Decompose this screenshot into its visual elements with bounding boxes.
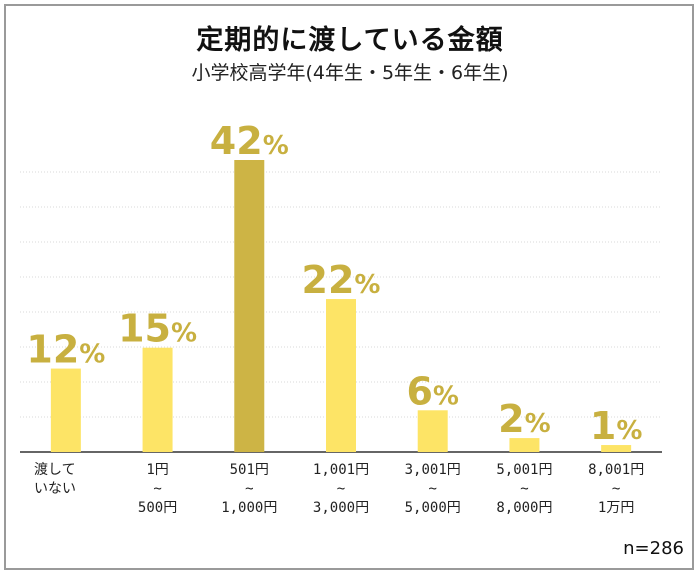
data-label-value: 22 — [302, 258, 355, 302]
bar — [509, 438, 540, 452]
x-tick-label: 1円 — [146, 462, 168, 478]
data-label-unit: % — [263, 131, 289, 161]
data-label: 22% — [302, 258, 381, 302]
x-tick-label: 1万円 — [598, 500, 634, 516]
chart-frame — [4, 4, 694, 570]
data-label-value: 6 — [406, 369, 432, 413]
sample-size-note: n=286 — [623, 538, 684, 559]
x-tick-label: ~ — [612, 481, 620, 497]
x-tick-label: 501円 — [230, 462, 269, 478]
bar — [50, 368, 81, 452]
x-tick-label: ~ — [337, 481, 345, 497]
bar — [326, 299, 356, 452]
x-tick-label: 3,000円 — [313, 500, 369, 516]
data-label-value: 2 — [498, 397, 524, 441]
chart-subtitle: 小学校高学年(4年生・5年生・6年生) — [191, 62, 509, 84]
data-label-unit: % — [525, 409, 551, 439]
x-tick-label: ~ — [428, 481, 436, 497]
data-label: 6% — [406, 369, 459, 413]
bar — [234, 160, 265, 452]
x-tick-label: ~ — [153, 481, 161, 497]
data-label-unit: % — [433, 381, 459, 411]
data-label-value: 42 — [210, 119, 263, 163]
data-label-value: 12 — [26, 328, 79, 372]
data-label-value: 15 — [118, 307, 171, 351]
chart-title: 定期的に渡している金額 — [196, 25, 504, 56]
bar — [601, 445, 632, 452]
x-tick-label: 8,000円 — [496, 500, 552, 516]
data-label: 15% — [118, 307, 197, 351]
x-tick-label: ~ — [245, 481, 253, 497]
x-tick-label: ~ — [520, 481, 528, 497]
x-tick-label: いない — [34, 481, 76, 497]
data-label-unit: % — [354, 270, 380, 300]
bar — [417, 410, 448, 452]
data-label-unit: % — [616, 416, 642, 446]
x-tick-label: 渡して — [34, 462, 76, 478]
data-label-value: 1 — [590, 404, 616, 448]
data-label: 42% — [210, 119, 289, 163]
data-label: 12% — [26, 328, 105, 372]
x-tick-label: 1,000円 — [221, 500, 277, 516]
x-tick-label: 5,001円 — [496, 462, 552, 478]
x-tick-label: 500円 — [138, 500, 177, 516]
data-label-unit: % — [171, 319, 197, 349]
data-label-unit: % — [79, 340, 105, 370]
x-tick-label: 3,001円 — [405, 462, 461, 478]
data-label: 2% — [498, 397, 551, 441]
x-tick-label: 1,001円 — [313, 462, 369, 478]
data-label: 1% — [590, 404, 643, 448]
x-tick-label: 8,001円 — [588, 462, 644, 478]
bar — [142, 347, 173, 452]
x-tick-label: 5,000円 — [405, 500, 461, 516]
